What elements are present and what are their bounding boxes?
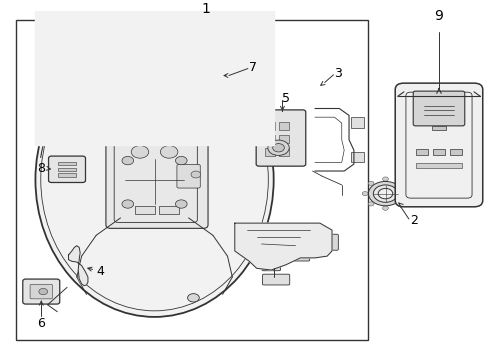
Circle shape: [160, 146, 178, 158]
Bar: [449, 149, 461, 156]
Circle shape: [402, 192, 408, 196]
Bar: [279, 122, 288, 130]
Circle shape: [396, 202, 402, 206]
FancyBboxPatch shape: [23, 279, 60, 304]
Polygon shape: [234, 223, 331, 270]
Circle shape: [382, 206, 387, 210]
Circle shape: [131, 146, 148, 158]
Bar: [204, 69, 212, 75]
Circle shape: [372, 185, 397, 202]
FancyBboxPatch shape: [290, 249, 309, 261]
Bar: [279, 135, 288, 143]
Bar: [265, 135, 275, 143]
Text: 2: 2: [409, 214, 417, 227]
Text: 6: 6: [37, 317, 45, 330]
FancyBboxPatch shape: [262, 274, 289, 285]
Circle shape: [175, 157, 187, 165]
Circle shape: [368, 181, 402, 206]
FancyBboxPatch shape: [30, 284, 52, 299]
Bar: [16, 20, 368, 339]
FancyBboxPatch shape: [177, 165, 200, 188]
Bar: [58, 167, 76, 171]
Circle shape: [175, 200, 187, 208]
Circle shape: [267, 140, 288, 156]
FancyBboxPatch shape: [184, 64, 221, 87]
Circle shape: [314, 235, 320, 239]
Bar: [351, 117, 363, 127]
Text: 9: 9: [434, 9, 443, 23]
FancyBboxPatch shape: [320, 234, 338, 250]
Bar: [265, 148, 275, 157]
FancyBboxPatch shape: [412, 91, 464, 126]
FancyBboxPatch shape: [256, 110, 305, 166]
Circle shape: [382, 177, 387, 181]
Text: 4: 4: [96, 265, 104, 278]
Text: 5: 5: [282, 92, 290, 105]
FancyBboxPatch shape: [394, 83, 482, 207]
Bar: [279, 148, 288, 157]
Circle shape: [311, 233, 323, 241]
Circle shape: [39, 288, 47, 295]
Circle shape: [272, 144, 284, 152]
Circle shape: [367, 202, 373, 206]
FancyBboxPatch shape: [262, 259, 280, 271]
Bar: [431, 126, 446, 130]
Circle shape: [191, 171, 201, 178]
Bar: [159, 206, 179, 215]
Bar: [415, 149, 427, 156]
Text: 1: 1: [201, 3, 210, 17]
Circle shape: [187, 294, 199, 302]
Bar: [35, 8, 273, 145]
Bar: [193, 77, 201, 81]
Bar: [58, 173, 76, 177]
Ellipse shape: [35, 42, 273, 317]
Text: 8: 8: [37, 162, 45, 175]
Circle shape: [396, 181, 402, 185]
Text: 7: 7: [249, 61, 257, 74]
Circle shape: [122, 157, 133, 165]
Circle shape: [367, 181, 373, 185]
Polygon shape: [68, 246, 88, 286]
Bar: [351, 152, 363, 162]
Circle shape: [122, 200, 133, 208]
Bar: [265, 122, 275, 130]
Circle shape: [377, 188, 392, 199]
Bar: [135, 206, 154, 215]
Text: 3: 3: [334, 67, 342, 80]
FancyBboxPatch shape: [106, 138, 207, 228]
Bar: [432, 149, 445, 156]
Bar: [204, 77, 212, 81]
FancyBboxPatch shape: [48, 156, 85, 183]
Bar: [193, 69, 201, 75]
Circle shape: [362, 192, 367, 196]
Bar: [415, 163, 461, 167]
Bar: [58, 162, 76, 166]
